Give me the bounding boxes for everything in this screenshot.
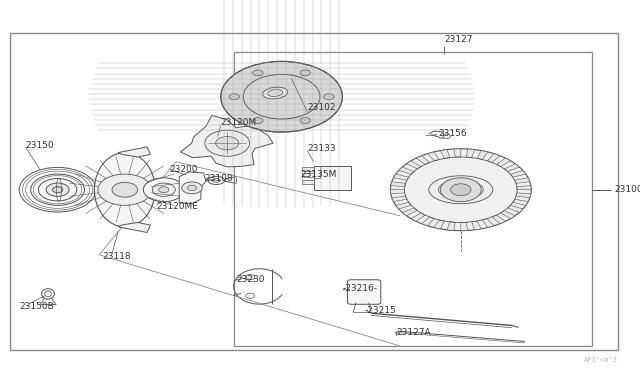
Polygon shape (477, 151, 488, 160)
Polygon shape (513, 199, 528, 205)
Polygon shape (492, 215, 506, 224)
Text: 23200: 23200 (170, 165, 198, 174)
Circle shape (300, 118, 310, 124)
Ellipse shape (42, 289, 54, 299)
Text: -23216-: -23216- (342, 284, 378, 293)
Polygon shape (403, 208, 417, 216)
Polygon shape (396, 202, 411, 209)
Circle shape (216, 137, 239, 150)
Text: 23120ME: 23120ME (157, 202, 198, 211)
Polygon shape (428, 152, 439, 161)
Polygon shape (180, 115, 273, 167)
Circle shape (52, 187, 63, 193)
Polygon shape (515, 178, 530, 183)
Text: 23127A: 23127A (397, 328, 431, 337)
Text: -23215: -23215 (365, 306, 397, 315)
Bar (10, 33, 618, 350)
Ellipse shape (95, 153, 156, 227)
Polygon shape (454, 149, 461, 157)
FancyBboxPatch shape (348, 280, 381, 304)
Circle shape (19, 167, 96, 212)
Ellipse shape (263, 87, 287, 99)
Text: 23150B: 23150B (19, 302, 54, 311)
Polygon shape (392, 196, 407, 202)
Text: AP3'<m'3: AP3'<m'3 (584, 357, 618, 363)
Polygon shape (179, 172, 206, 204)
Circle shape (246, 275, 255, 280)
Polygon shape (434, 220, 444, 229)
Polygon shape (497, 158, 511, 167)
Polygon shape (411, 213, 425, 221)
Polygon shape (461, 222, 468, 231)
Bar (234, 52, 592, 346)
Polygon shape (511, 170, 526, 177)
Polygon shape (472, 221, 481, 230)
Circle shape (112, 182, 138, 197)
Polygon shape (118, 147, 150, 157)
Ellipse shape (212, 179, 220, 182)
Polygon shape (508, 205, 523, 212)
Circle shape (98, 174, 152, 205)
Polygon shape (391, 182, 406, 186)
Text: 23100: 23100 (614, 185, 640, 194)
Circle shape (152, 183, 175, 196)
Ellipse shape (268, 90, 283, 96)
Circle shape (205, 130, 250, 156)
Polygon shape (416, 156, 429, 164)
Circle shape (188, 185, 196, 190)
Circle shape (46, 183, 69, 196)
Ellipse shape (208, 176, 225, 185)
Polygon shape (504, 164, 519, 171)
Polygon shape (500, 211, 515, 219)
Circle shape (229, 94, 239, 100)
Ellipse shape (429, 176, 493, 203)
Text: 23102: 23102 (307, 103, 336, 112)
Ellipse shape (438, 180, 483, 199)
Polygon shape (406, 161, 421, 169)
Text: 23118: 23118 (102, 252, 131, 261)
Circle shape (324, 94, 334, 100)
Polygon shape (467, 149, 474, 158)
Text: 23135M: 23135M (301, 170, 337, 179)
Polygon shape (118, 222, 150, 232)
Bar (302, 180, 314, 184)
Circle shape (253, 118, 263, 124)
Bar (302, 167, 314, 171)
Circle shape (440, 178, 481, 202)
Polygon shape (487, 154, 500, 163)
Polygon shape (516, 193, 531, 198)
Polygon shape (394, 174, 409, 180)
Bar (314, 166, 351, 190)
Polygon shape (399, 167, 414, 174)
Text: 23133: 23133 (307, 144, 336, 153)
Polygon shape (447, 222, 455, 230)
Polygon shape (390, 190, 404, 194)
Circle shape (443, 134, 451, 138)
Bar (302, 173, 314, 177)
Circle shape (221, 61, 342, 132)
Text: 23230: 23230 (237, 275, 266, 283)
Text: 23150: 23150 (26, 141, 54, 150)
Polygon shape (483, 219, 494, 228)
Circle shape (159, 187, 169, 193)
Circle shape (182, 182, 202, 194)
Polygon shape (422, 217, 435, 226)
Text: 23108: 23108 (205, 174, 234, 183)
Circle shape (253, 70, 263, 76)
Text: 23156: 23156 (438, 129, 467, 138)
Polygon shape (440, 150, 450, 158)
Text: 23127: 23127 (445, 35, 474, 44)
Circle shape (451, 184, 471, 196)
Circle shape (300, 70, 310, 76)
Polygon shape (517, 186, 531, 190)
Circle shape (390, 149, 531, 231)
Circle shape (246, 293, 255, 298)
Text: 23120M: 23120M (221, 118, 257, 127)
Circle shape (143, 178, 184, 202)
